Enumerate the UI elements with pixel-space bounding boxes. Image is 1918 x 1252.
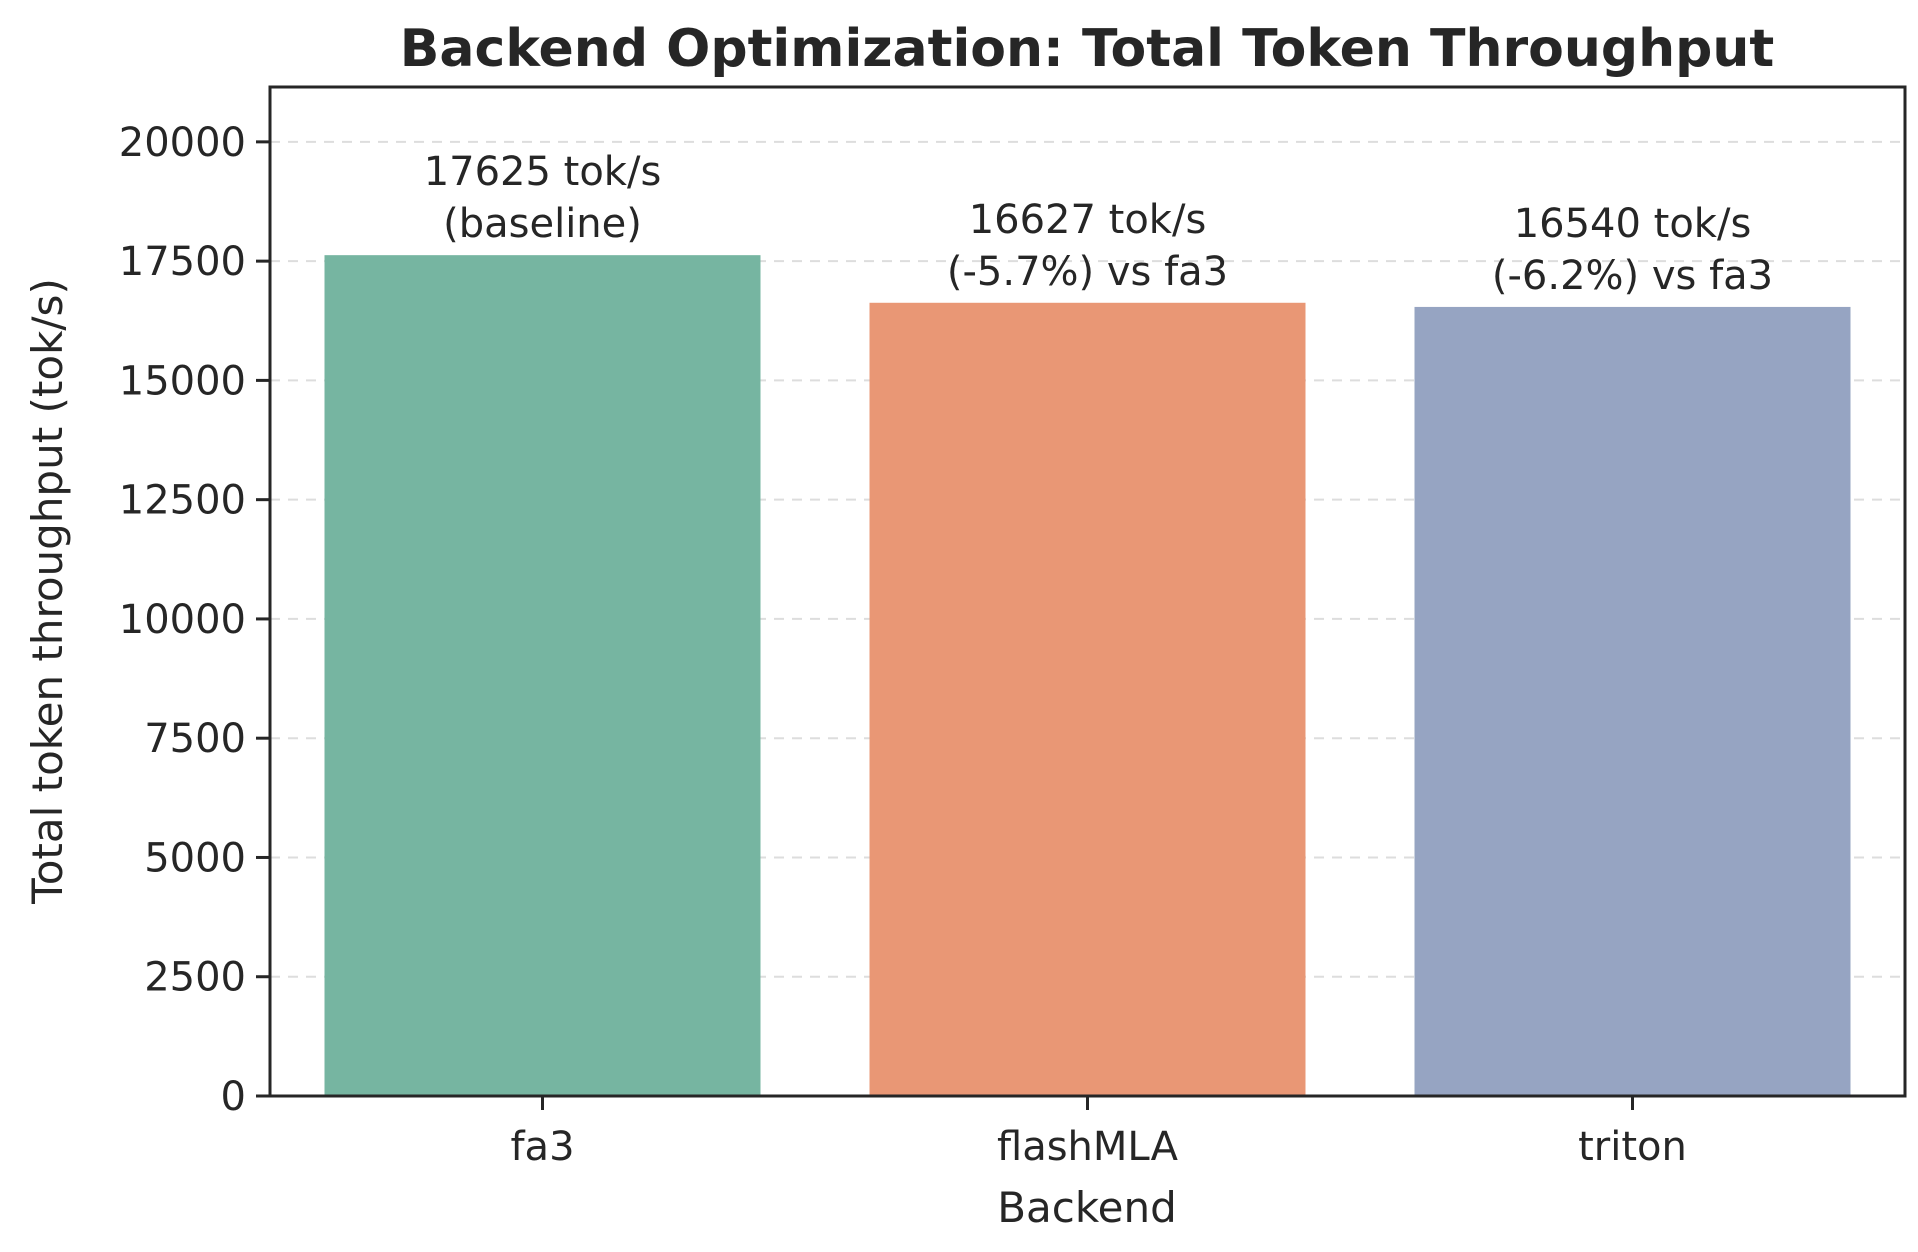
y-tick-label: 5000 [144, 835, 246, 881]
bar-value-label-line: (-5.7%) vs fa3 [947, 249, 1228, 295]
y-axis-ticks: 0 2500 5000 7500 10000 12500 15000 17500 20000 [119, 120, 270, 1120]
bar-value-label-line: (baseline) [443, 201, 642, 247]
bar-value-label-line: 16540 tok/s [1514, 201, 1752, 247]
bar-value-label-line: 16627 tok/s [969, 197, 1207, 243]
y-tick-label: 20000 [119, 120, 246, 166]
bar-triton [1414, 306, 1851, 1097]
bar-value-label-triton: 16540 tok/s (-6.2%) vs fa3 [1492, 201, 1773, 299]
bar-value-label-fa3: 17625 tok/s (baseline) [424, 149, 662, 247]
bar-value-label-line: 17625 tok/s [424, 149, 662, 195]
bar-value-labels: 17625 tok/s (baseline) 16627 tok/s (-5.7%) … [424, 149, 1773, 299]
x-axis-ticks: fa3 flashMLA triton [510, 1096, 1687, 1170]
x-tick-label-fa3: fa3 [510, 1124, 574, 1170]
y-tick-label: 15000 [119, 358, 246, 404]
bar-value-label-line: (-6.2%) vs fa3 [1492, 253, 1773, 299]
chart-title: Backend Optimization: Total Token Throug… [400, 19, 1774, 79]
y-tick-label: 12500 [119, 478, 246, 524]
x-tick-label-flashMLA: flashMLA [997, 1124, 1179, 1170]
y-tick-label: 0 [221, 1074, 246, 1120]
x-tick-label-triton: triton [1578, 1124, 1687, 1170]
bar-flashMLA [869, 302, 1306, 1097]
y-axis-label: Total token throughput (tok/s) [23, 278, 72, 905]
bars [324, 255, 1851, 1097]
y-tick-label: 10000 [119, 597, 246, 643]
y-tick-label: 7500 [144, 716, 246, 762]
bar-value-label-flashMLA: 16627 tok/s (-5.7%) vs fa3 [947, 197, 1228, 295]
x-axis-label: Backend [997, 1183, 1177, 1232]
bar-fa3 [324, 255, 761, 1096]
y-tick-label: 2500 [144, 955, 246, 1001]
y-tick-label: 17500 [119, 239, 246, 285]
